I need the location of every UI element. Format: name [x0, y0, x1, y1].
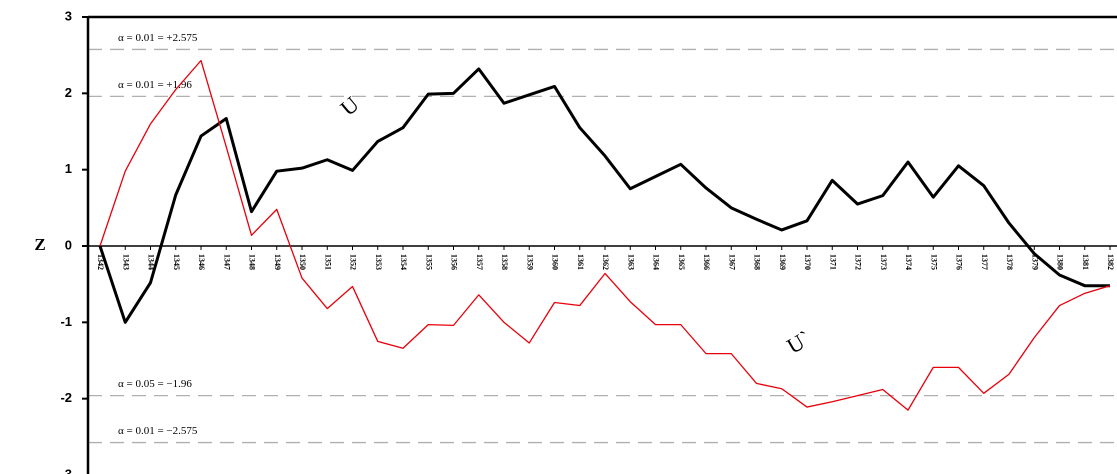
x-tick-label: 1343 [121, 254, 130, 270]
x-tick-label: 1350 [298, 254, 307, 270]
y-tick-label: -2 [60, 390, 72, 405]
x-tick-label: 1366 [702, 254, 711, 270]
x-tick-label: 1355 [424, 254, 433, 270]
x-tick-label: 1349 [273, 254, 282, 270]
y-tick-label: -1 [60, 314, 72, 329]
x-tick-label: 1373 [879, 254, 888, 270]
x-tick-label: 1351 [323, 254, 332, 270]
x-tick-label: 1374 [904, 254, 913, 270]
x-tick-label: 1364 [652, 254, 661, 270]
x-tick-label: 1381 [1081, 254, 1090, 270]
x-tick-label: 1376 [955, 254, 964, 270]
y-tick-label: 1 [65, 161, 72, 176]
y-tick-label: 3 [65, 8, 72, 23]
reference-label: α = 0.01 = +1.96 [118, 79, 192, 91]
x-tick-label: 1346 [197, 254, 206, 270]
series-annotation: U [335, 91, 363, 120]
x-tick-label: 1375 [929, 254, 938, 270]
x-tick-label: 1372 [854, 254, 863, 270]
x-tick-label: 1356 [450, 254, 459, 270]
reference-label: α = 0.01 = −2.575 [118, 425, 198, 437]
x-tick-label: 1344 [147, 254, 156, 270]
y-axis-label: Z [34, 235, 45, 254]
x-tick-label: 1379 [1030, 254, 1039, 270]
x-tick-label: 1370 [803, 254, 812, 270]
y-tick-label: 0 [65, 237, 72, 252]
series-line [98, 67, 1110, 324]
x-tick-label: 1348 [248, 254, 257, 270]
x-tick-label: 1353 [374, 254, 383, 270]
y-tick-label: 2 [65, 85, 72, 100]
x-tick-label: 1359 [525, 254, 534, 270]
reference-label: α = 0.01 = +2.575 [118, 32, 198, 44]
x-tick-label: 1345 [172, 254, 181, 270]
x-tick-label: 1371 [828, 254, 837, 270]
x-tick-label: 1380 [1056, 254, 1065, 270]
x-tick-label: 1363 [626, 254, 635, 270]
x-tick-label: 1342 [96, 254, 105, 270]
x-tick-label: 1377 [980, 254, 989, 270]
x-tick-label: 1361 [576, 254, 585, 270]
x-tick-label: 1347 [222, 254, 231, 270]
y-tick-label: -3 [60, 466, 72, 474]
x-tick-label: 1368 [753, 254, 762, 270]
x-tick-label: 1367 [727, 254, 736, 270]
reference-label: α = 0.05 = −1.96 [118, 378, 192, 390]
x-tick-label: 1362 [601, 254, 610, 270]
series-line [99, 59, 1111, 411]
x-tick-label: 1369 [778, 254, 787, 270]
x-tick-label: 1352 [349, 254, 358, 270]
x-tick-label: 1354 [399, 254, 408, 270]
x-tick-label: 1358 [500, 254, 509, 270]
x-tick-label: 1382 [1106, 254, 1115, 270]
x-tick-label: 1365 [677, 254, 686, 270]
series-annotation: U` [783, 325, 816, 358]
x-tick-label: 1378 [1005, 254, 1014, 270]
x-tick-label: 1357 [475, 254, 484, 270]
x-tick-label: 1360 [551, 254, 560, 270]
